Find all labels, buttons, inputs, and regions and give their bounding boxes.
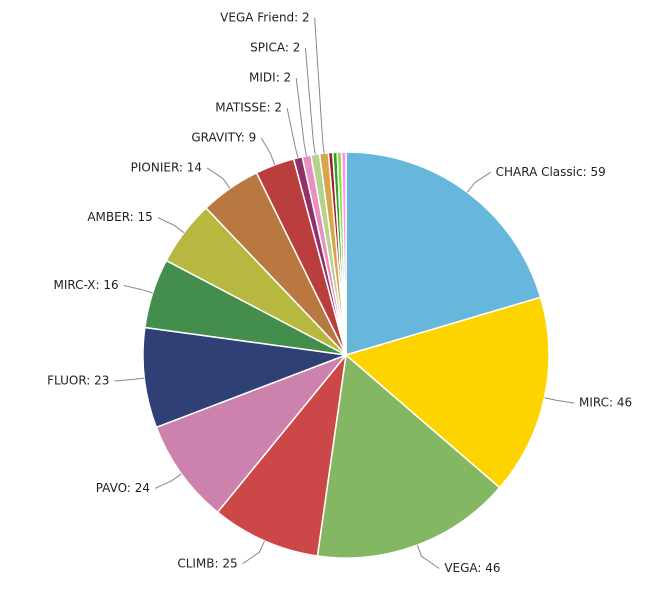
- pie-slice: [340, 151, 347, 356]
- slice-label: PIONIER: 14: [131, 160, 202, 174]
- slice-label: MIRC-X: 16: [54, 278, 119, 292]
- leader-line: [114, 377, 145, 382]
- pie-slice: [216, 352, 348, 557]
- pie-slice: [344, 296, 550, 489]
- slice-label: AMBER: 15: [87, 210, 152, 224]
- leader-line: [206, 167, 231, 189]
- slice-label: CHARA Classic: 59: [496, 165, 606, 179]
- pie-slice: [155, 353, 349, 514]
- pie-slice: [316, 353, 501, 559]
- leader-line: [467, 171, 491, 193]
- leader-line: [304, 47, 316, 155]
- leader-line: [314, 17, 325, 154]
- slice-label: FLUOR: 23: [47, 373, 109, 387]
- slice-label: MATISSE: 2: [215, 100, 282, 114]
- slice-label: PAVO: 24: [96, 481, 150, 495]
- pie-slice: [345, 151, 542, 357]
- slice-label: GRAVITY: 9: [191, 130, 256, 144]
- leader-line: [286, 107, 299, 158]
- slice-label: MIDI: 2: [249, 70, 291, 84]
- leader-line: [295, 77, 308, 156]
- leader-line: [260, 137, 276, 166]
- leader-line: [154, 473, 182, 489]
- slice-label: SPICA: 2: [250, 40, 300, 54]
- leader-line: [416, 544, 440, 569]
- slice-label: CLIMB: 25: [177, 556, 237, 570]
- leader-line: [157, 217, 185, 234]
- slice-label: VEGA Friend: 2: [220, 10, 310, 24]
- leader-line: [544, 397, 575, 404]
- pie-slice: [142, 326, 347, 429]
- slice-label: MIRC: 46: [579, 395, 632, 409]
- leader-line: [242, 540, 265, 565]
- slice-label: VEGA: 46: [444, 561, 500, 575]
- leader-line: [123, 285, 153, 294]
